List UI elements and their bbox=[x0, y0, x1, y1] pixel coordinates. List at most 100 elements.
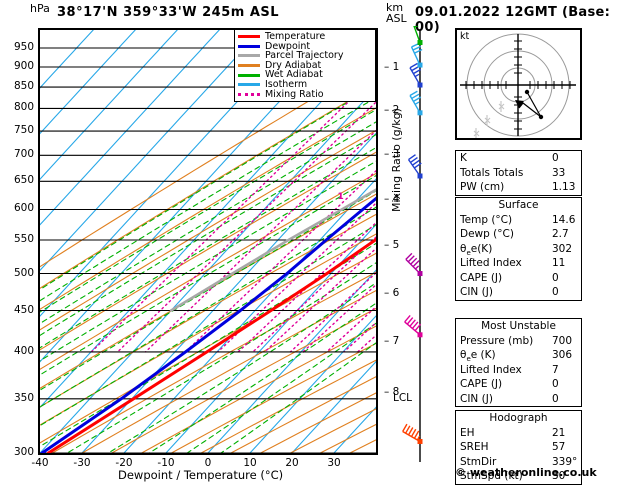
table-row-key: CAPE (J) bbox=[460, 271, 503, 284]
hodograph-canvas bbox=[460, 33, 576, 138]
table-row-key: Dewp (°C) bbox=[460, 228, 514, 240]
altitude-unit-line2: ASL bbox=[386, 12, 407, 25]
legend-label: Parcel Trajectory bbox=[265, 50, 344, 62]
wind-barb bbox=[402, 423, 423, 444]
pressure-tick-label: 400 bbox=[13, 344, 34, 357]
altitude-unit-label: km ASL bbox=[386, 2, 407, 24]
pressure-tick-label: 300 bbox=[13, 446, 34, 458]
table-row: StmSpd (kt) 30 bbox=[456, 469, 581, 484]
altitude-tick-label: – 4 bbox=[384, 193, 400, 206]
table-row: θee(K) 302 bbox=[456, 242, 581, 257]
most-unstable-table: Most Unstable Pressure (mb) 700 θee (K) 306 L… bbox=[455, 318, 582, 407]
table-row: PW (cm) 1.13 bbox=[456, 180, 581, 195]
temperature-tick-label: -10 bbox=[157, 457, 175, 469]
table-row: SREH 57 bbox=[456, 440, 581, 455]
table-row-key: CIN (J) bbox=[460, 392, 493, 405]
wind-barb bbox=[405, 252, 423, 277]
pressure-tick-label: 450 bbox=[13, 303, 34, 316]
altitude-tick-label: – 5 bbox=[384, 239, 400, 252]
table-row-key: Lifted Index bbox=[460, 363, 522, 376]
temperature-tick-label: 10 bbox=[243, 457, 257, 469]
temperature-tick-label: -20 bbox=[115, 457, 133, 469]
legend-label: Isotherm bbox=[265, 79, 308, 91]
table-row: Lifted Index 7 bbox=[456, 363, 581, 378]
table-row: Dewp (°C) 2.7 bbox=[456, 227, 581, 242]
pressure-tick-label: 800 bbox=[13, 101, 34, 114]
temperature-tick-label: 0 bbox=[204, 457, 212, 469]
table-row-key: Lifted Index bbox=[460, 257, 522, 269]
table-row-key: EH bbox=[460, 426, 475, 439]
legend-label: Dry Adiabat bbox=[265, 59, 322, 71]
table-row: Temp (°C) 14.6 bbox=[456, 213, 581, 228]
table-row-key: Temp (°C) bbox=[460, 213, 513, 226]
x-axis-title: Dewpoint / Temperature (°C) bbox=[118, 468, 284, 482]
altitude-tick-label: – 7 bbox=[384, 335, 400, 348]
table-section-title: Hodograph bbox=[489, 412, 548, 424]
lcl-marker-label: LCL bbox=[393, 392, 413, 404]
pressure-tick-label: 550 bbox=[13, 233, 34, 246]
pressure-tick-label: 600 bbox=[13, 202, 34, 215]
legend-item-isotherm: Isotherm bbox=[238, 80, 372, 90]
legend-label: Dewpoint bbox=[265, 40, 311, 52]
table-row-value: 0 bbox=[552, 271, 559, 284]
legend-item-dewpoint: Dewpoint bbox=[238, 42, 372, 52]
legend-swatch bbox=[238, 92, 260, 96]
table-row-value: 14.6 bbox=[552, 213, 576, 226]
table-row-value: 700 bbox=[552, 334, 573, 347]
table-row-value: 0 bbox=[552, 152, 559, 164]
hodograph-panel: kt bbox=[455, 28, 582, 140]
altitude-tick-label: – 6 bbox=[384, 286, 400, 299]
table-row-key: StmDir bbox=[460, 455, 497, 468]
table-row-key: PW (cm) bbox=[460, 181, 505, 193]
wind-barb bbox=[407, 154, 423, 179]
temperature-tick-label: 20 bbox=[285, 457, 299, 469]
table-row-key: θee (K) bbox=[460, 349, 496, 364]
table-row-value: 1.13 bbox=[552, 181, 576, 193]
altitude-unit-line1: km bbox=[386, 1, 404, 14]
table-row-key: StmSpd (kt) bbox=[460, 470, 523, 482]
pressure-tick-label: 650 bbox=[13, 174, 34, 187]
table-row-value: 0 bbox=[552, 378, 559, 390]
pressure-tick-label: 350 bbox=[13, 391, 34, 404]
legend-label: Mixing Ratio bbox=[265, 88, 324, 100]
legend-swatch bbox=[238, 35, 260, 39]
table-row: Totals Totals 33 bbox=[456, 166, 581, 181]
legend-swatch bbox=[238, 54, 260, 58]
altitude-tick-label: – 3 bbox=[384, 147, 400, 160]
legend-swatch bbox=[238, 73, 260, 77]
table-row-value: 11 bbox=[552, 257, 566, 269]
legend-swatch bbox=[238, 83, 260, 87]
table-row-value: 33 bbox=[552, 166, 566, 179]
table-row-value: 30 bbox=[552, 470, 566, 482]
legend-item-temperature: Temperature bbox=[238, 32, 372, 42]
copyright-label: © weatheronline.co.uk bbox=[455, 466, 597, 479]
pressure-tick-label: 750 bbox=[13, 124, 34, 137]
hodograph-stats-table: Hodograph EH 21 SREH 57 StmDir 339° StmSpd (kt)… bbox=[455, 410, 582, 485]
table-row: CIN (J) 0 bbox=[456, 285, 581, 300]
table-row-value: 339° bbox=[552, 455, 578, 468]
pressure-tick-label: 500 bbox=[13, 266, 34, 279]
table-row-value: 0 bbox=[552, 392, 559, 405]
altitude-tick-label: – 2 bbox=[384, 103, 400, 116]
altitude-tick-label: – 8 bbox=[384, 385, 400, 398]
table-row: CAPE (J) 0 bbox=[456, 271, 581, 286]
hodograph-unit-label: kt bbox=[460, 31, 470, 42]
indices-table: K 0 Totals Totals 33 PW (cm) 1.13 bbox=[455, 150, 582, 196]
pressure-tick-label: 700 bbox=[13, 148, 34, 161]
table-row: CAPE (J) 0 bbox=[456, 377, 581, 392]
table-row-value: 57 bbox=[552, 441, 566, 453]
table-row-key: SREH bbox=[460, 441, 489, 453]
table-row-key: CAPE (J) bbox=[460, 378, 503, 390]
table-row-value: 7 bbox=[552, 363, 559, 376]
table-row: Pressure (mb) 700 bbox=[456, 334, 581, 349]
altitude-tick-label: – 1 bbox=[384, 60, 400, 73]
station-title: 38°17'N 359°33'W 245m ASL bbox=[57, 5, 280, 20]
skewt-plot bbox=[38, 28, 378, 455]
pressure-tick-label: 850 bbox=[13, 80, 34, 93]
table-row-value: 302 bbox=[552, 242, 573, 255]
legend-swatch bbox=[238, 64, 260, 68]
table-row-value: 0 bbox=[552, 286, 559, 298]
table-section-title: Most Unstable bbox=[481, 320, 556, 332]
surface-table: Surface Temp (°C) 14.6 Dewp (°C) 2.7 θee(K) 30… bbox=[455, 197, 582, 301]
